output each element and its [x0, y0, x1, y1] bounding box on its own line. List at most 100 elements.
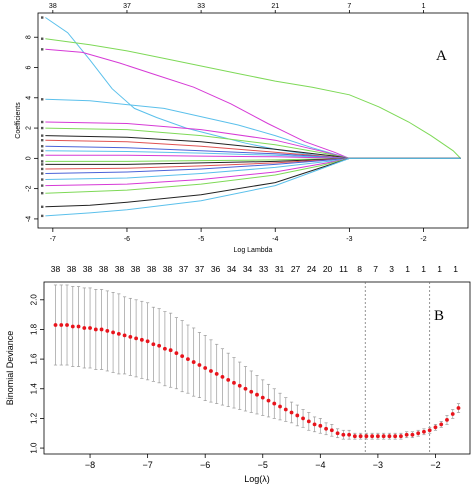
coefficient-index-marker	[41, 98, 44, 101]
top-count-label: 11	[339, 264, 348, 274]
deviance-point	[232, 380, 236, 385]
deviance-point	[450, 412, 455, 416]
panel-a-frame	[37, 12, 469, 229]
top-count-label: 27	[291, 264, 301, 274]
panel-a-coefficient-paths	[41, 16, 461, 218]
deviance-point	[347, 432, 352, 437]
coefficient-index-marker	[41, 205, 44, 209]
top-count-label: 38	[99, 264, 109, 274]
deviance-point	[70, 324, 75, 329]
y-tick-label: 1.6	[30, 353, 39, 365]
deviance-point	[301, 416, 305, 421]
top-count-label: 31	[275, 264, 285, 274]
deviance-point	[76, 324, 81, 329]
deviance-point	[82, 326, 87, 330]
coefficient-path	[45, 150, 461, 159]
x-tick-label: -2	[420, 236, 426, 243]
deviance-point	[439, 422, 444, 427]
deviance-point	[105, 329, 110, 333]
panel-b-lambda-reference-lines	[364, 282, 431, 454]
deviance-point	[312, 422, 317, 427]
deviance-point	[456, 406, 461, 410]
panel-b-y-axis-label: Binomial Deviance	[5, 331, 15, 406]
deviance-point	[410, 432, 415, 437]
deviance-point	[364, 434, 369, 439]
top-count-label: 34	[243, 264, 253, 274]
top-count-label: 38	[83, 264, 93, 274]
panel-b-error-bars	[53, 284, 461, 440]
panel-b-frame	[43, 281, 471, 455]
deviance-point	[186, 357, 190, 362]
x-tick-label: -4	[272, 236, 278, 243]
top-count-label: 20	[323, 264, 333, 274]
top-count-label: 38	[67, 264, 77, 274]
y-tick-label: -4	[26, 216, 33, 222]
top-count-label: 8	[357, 264, 362, 274]
deviance-point	[209, 369, 213, 373]
deviance-point	[266, 398, 271, 403]
panel-a-letter: A	[436, 48, 447, 64]
coefficient-path	[45, 157, 461, 217]
deviance-point	[387, 434, 392, 439]
deviance-point	[375, 434, 380, 439]
deviance-point	[433, 425, 438, 430]
deviance-point	[393, 434, 398, 439]
deviance-point	[399, 434, 403, 439]
y-tick-label: 0	[26, 156, 33, 160]
deviance-point	[168, 348, 173, 353]
coefficient-index-marker	[41, 37, 44, 40]
deviance-point	[427, 428, 432, 433]
top-count-label: 33	[259, 264, 269, 274]
coefficient-path	[45, 127, 461, 159]
deviance-point	[139, 337, 144, 342]
top-count-label: 3	[389, 264, 394, 274]
x-tick-label: −8	[85, 460, 95, 470]
top-tick-label: 1	[422, 3, 426, 10]
deviance-point	[191, 360, 196, 364]
y-tick-label: 1.2	[30, 412, 39, 424]
deviance-point	[122, 333, 127, 338]
coefficient-index-marker	[41, 134, 44, 137]
panel-a: -7 -6 -5 -4 -3 -2 -4 -2 0 2 4 6 8 38 37 33 21 7 1 Log Lamb…	[15, 3, 469, 254]
x-tick-label: -6	[124, 236, 130, 243]
coefficient-index-marker	[41, 154, 44, 157]
deviance-point	[404, 432, 409, 437]
x-tick-label: −7	[142, 460, 152, 470]
deviance-point	[278, 404, 282, 409]
top-count-label: 34	[227, 264, 237, 274]
deviance-point	[116, 331, 121, 336]
coefficient-index-marker	[41, 126, 44, 130]
deviance-point	[381, 434, 386, 439]
deviance-point	[324, 426, 328, 431]
coefficient-index-marker	[41, 120, 44, 124]
top-tick-label: 38	[49, 3, 57, 10]
x-tick-label: −4	[315, 460, 325, 470]
coefficient-index-marker	[41, 184, 44, 187]
deviance-point	[445, 417, 449, 422]
deviance-point	[352, 434, 357, 439]
deviance-point	[203, 366, 208, 370]
panel-b-axes: −8 −7 −6 −5 −4 −3 −21.01.21.41.61.82.038 38 38 38…	[30, 264, 459, 470]
y-tick-label: 6	[26, 65, 33, 69]
x-tick-label: −2	[430, 460, 440, 470]
coefficient-index-marker	[41, 167, 44, 171]
top-count-label: 37	[195, 264, 205, 274]
panel-a-x-axis-label: Log Lambda	[234, 247, 273, 254]
deviance-point	[180, 354, 185, 359]
coefficient-index-marker	[41, 48, 44, 51]
coefficient-path	[45, 38, 461, 159]
coefficient-index-marker	[41, 160, 44, 163]
y-tick-label: 2.0	[30, 294, 39, 306]
deviance-point	[422, 429, 426, 434]
top-count-label: 38	[163, 264, 173, 274]
deviance-point	[134, 336, 139, 341]
top-tick-label: 37	[123, 3, 131, 10]
top-count-label: 24	[307, 264, 317, 274]
top-tick-label: 7	[347, 3, 351, 10]
panel-b-letter: B	[434, 308, 444, 324]
coefficient-index-marker	[41, 172, 44, 175]
coefficient-index-marker	[41, 163, 44, 166]
y-tick-label: -2	[26, 185, 33, 191]
deviance-point	[128, 334, 133, 339]
coefficient-path	[45, 48, 461, 159]
